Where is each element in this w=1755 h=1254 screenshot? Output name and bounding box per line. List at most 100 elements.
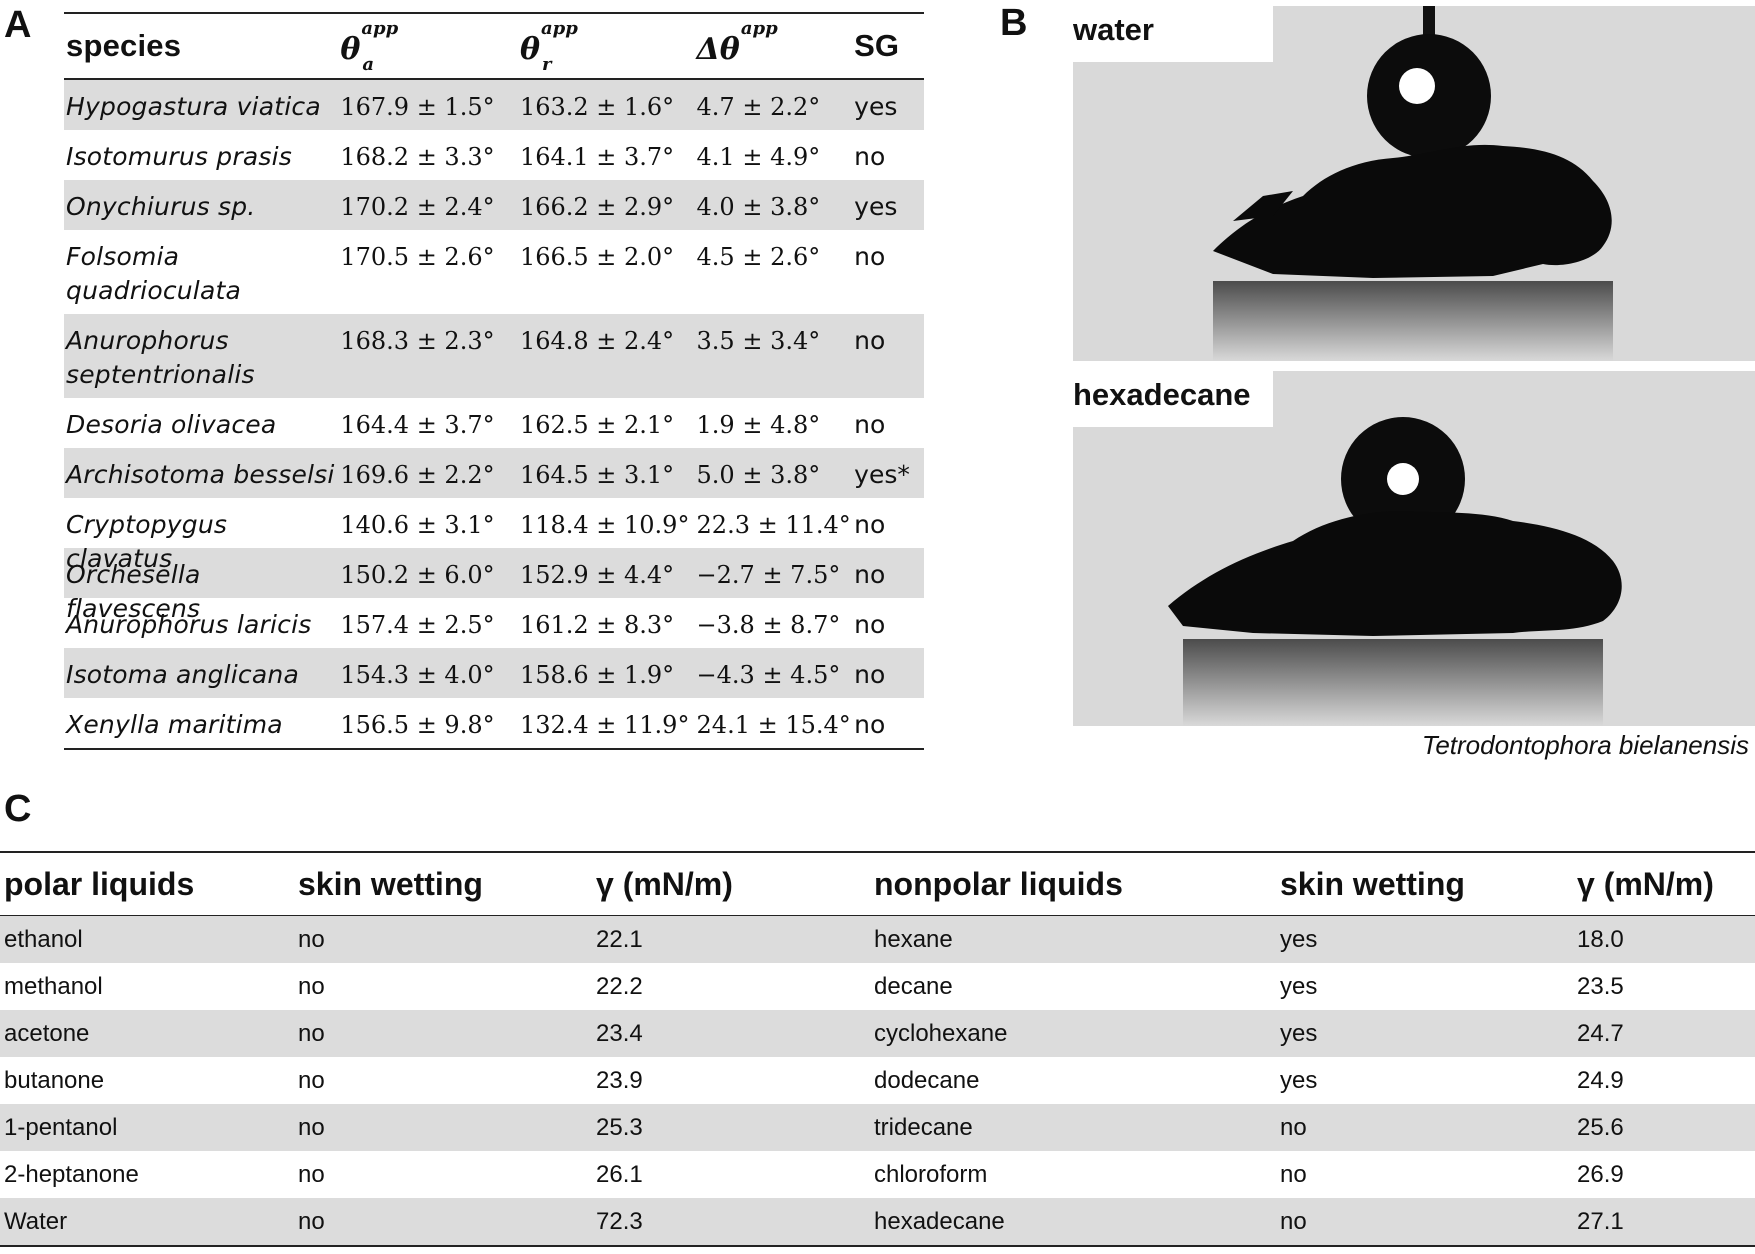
nonpolar-liquid-cell: decane — [874, 972, 953, 1000]
hysteresis-cell: 4.7 ± 2.2° — [696, 93, 821, 121]
receding-angle-cell: 166.5 ± 2.0° — [519, 243, 675, 271]
sg-cell: no — [854, 710, 886, 739]
receding-angle-cell: 158.6 ± 1.9° — [519, 661, 675, 689]
polar-wetting-cell: no — [298, 1160, 325, 1188]
hysteresis-cell: 22.3 ± 11.4° — [696, 511, 851, 539]
receding-angle-cell: 118.4 ± 10.9° — [519, 511, 690, 539]
species-cell: Cryptopygus clavatus — [66, 510, 228, 573]
sg-cell: no — [854, 142, 886, 171]
table-row: 1-pentanol no 25.3 tridecane no 25.6 — [0, 1104, 1755, 1151]
table-row: Xenylla maritima 156.5 ± 9.8° 132.4 ± 11.9… — [64, 698, 924, 748]
table-row: acetone no 23.4 cyclohexane yes 24.7 — [0, 1010, 1755, 1057]
table-row: Onychiurus sp. 170.2 ± 2.4° 166.2 ± 2.9° 4.… — [64, 180, 924, 230]
advancing-angle-cell: 140.6 ± 3.1° — [340, 511, 495, 539]
advancing-angle-cell: 157.4 ± 2.5° — [340, 611, 495, 639]
species-cell: Isotomurus prasis — [66, 142, 292, 171]
species-cell: Archisotoma besselsi — [66, 460, 335, 489]
nonpolar-liquid-cell: hexane — [874, 925, 953, 953]
receding-angle-cell: 164.5 ± 3.1° — [519, 461, 675, 489]
header-species: species — [66, 28, 182, 63]
species-cell: Orchesella flavescens — [66, 560, 201, 623]
species-cell: Anurophorus laricis — [66, 610, 312, 639]
table-a-bottom-rule — [64, 748, 924, 750]
polar-wetting-cell: no — [298, 1207, 325, 1235]
sg-cell: no — [854, 560, 886, 589]
nonpolar-gamma-cell: 25.6 — [1577, 1113, 1624, 1141]
header-sg: SG — [854, 28, 899, 63]
polar-gamma-cell: 23.9 — [596, 1066, 643, 1094]
receding-angle-cell: 161.2 ± 8.3° — [519, 611, 675, 639]
table-row: Desoria olivacea 164.4 ± 3.7° 162.5 ± 2.1°… — [64, 398, 924, 448]
polar-gamma-cell: 26.1 — [596, 1160, 643, 1188]
panel-letter-c: C — [4, 788, 32, 830]
advancing-angle-cell: 150.2 ± 6.0° — [340, 561, 495, 589]
hysteresis-cell: −4.3 ± 4.5° — [696, 661, 841, 689]
polar-liquid-cell: 1-pentanol — [4, 1113, 118, 1141]
table-row: 2-heptanone no 26.1 chloroform no 26.9 — [0, 1151, 1755, 1198]
nonpolar-gamma-cell: 18.0 — [1577, 925, 1624, 953]
receding-angle-cell: 164.1 ± 3.7° — [519, 143, 675, 171]
species-cell: Folsomia quadrioculata — [66, 242, 241, 305]
polar-wetting-cell: no — [298, 1113, 325, 1141]
hysteresis-cell: −2.7 ± 7.5° — [696, 561, 841, 589]
hysteresis-cell: −3.8 ± 8.7° — [696, 611, 841, 639]
hysteresis-cell: 4.5 ± 2.6° — [696, 243, 821, 271]
polar-gamma-cell: 23.4 — [596, 1019, 643, 1047]
advancing-angle-cell: 154.3 ± 4.0° — [340, 661, 495, 689]
advancing-angle-cell: 164.4 ± 3.7° — [340, 411, 495, 439]
polar-gamma-cell: 22.1 — [596, 925, 643, 953]
nonpolar-wetting-cell: yes — [1280, 925, 1318, 953]
nonpolar-gamma-cell: 23.5 — [1577, 972, 1624, 1000]
hysteresis-cell: 4.1 ± 4.9° — [696, 143, 821, 171]
nonpolar-gamma-cell: 24.9 — [1577, 1066, 1624, 1094]
table-row: ethanol no 22.1 hexane yes 18.0 — [0, 916, 1755, 963]
species-cell: Onychiurus sp. — [66, 192, 256, 221]
receding-angle-cell: 162.5 ± 2.1° — [519, 411, 675, 439]
nonpolar-liquid-cell: tridecane — [874, 1113, 973, 1141]
table-a-header: species θapp a θapp r Δθapp SG — [64, 14, 924, 80]
hysteresis-cell: 3.5 ± 3.4° — [696, 327, 821, 355]
species-caption: Tetrodontophora bielanensis — [1421, 730, 1749, 760]
polar-wetting-cell: no — [298, 925, 325, 953]
table-row: Water no 72.3 hexadecane no 27.1 — [0, 1198, 1755, 1245]
water-droplet-photo: water — [1073, 6, 1755, 361]
sg-cell: no — [854, 610, 886, 639]
polar-liquid-cell: butanone — [4, 1066, 105, 1094]
species-cell: Hypogastura viatica — [66, 92, 321, 121]
hexadecane-droplet-photo: hexadecane — [1073, 371, 1755, 726]
advancing-angle-cell: 167.9 ± 1.5° — [340, 93, 495, 121]
table-row: Cryptopygus clavatus 140.6 ± 3.1° 118.4 ± … — [64, 498, 924, 573]
hysteresis-cell: 4.0 ± 3.8° — [696, 193, 821, 221]
polar-liquid-cell: 2-heptanone — [4, 1160, 139, 1188]
polar-gamma-cell: 22.2 — [596, 972, 643, 1000]
receding-angle-cell: 132.4 ± 11.9° — [519, 711, 690, 739]
hysteresis-cell: 24.1 ± 15.4° — [696, 711, 851, 739]
receding-angle-cell: 164.8 ± 2.4° — [519, 327, 675, 355]
nonpolar-wetting-cell: no — [1280, 1207, 1307, 1235]
table-row: butanone no 23.9 dodecane yes 24.9 — [0, 1057, 1755, 1104]
sg-cell: no — [854, 326, 886, 355]
polar-liquid-cell: Water — [4, 1207, 68, 1235]
header-nonpolar-surface-tension: γ (mN/m) — [1577, 865, 1714, 902]
polar-wetting-cell: no — [298, 1019, 325, 1047]
nonpolar-liquid-cell: cyclohexane — [874, 1019, 1008, 1047]
species-cell: Desoria olivacea — [66, 410, 277, 439]
species-cell: Isotoma anglicana — [66, 660, 299, 689]
nonpolar-gamma-cell: 26.9 — [1577, 1160, 1624, 1188]
polar-liquid-cell: ethanol — [4, 925, 83, 953]
header-nonpolar-skin-wetting: skin wetting — [1280, 865, 1465, 902]
sg-cell: yes — [854, 92, 898, 121]
nonpolar-wetting-cell: yes — [1280, 1019, 1318, 1047]
header-polar-liquids: polar liquids — [4, 865, 195, 902]
header-polar-surface-tension: γ (mN/m) — [596, 865, 733, 902]
hexadecane-label: hexadecane — [1073, 371, 1273, 427]
table-row: Anurophorus septentrionalis 168.3 ± 2.3° 1… — [64, 314, 924, 398]
nonpolar-wetting-cell: no — [1280, 1160, 1307, 1188]
advancing-angle-cell: 168.2 ± 3.3° — [340, 143, 495, 171]
water-droplet-image — [1073, 6, 1755, 361]
sg-cell: no — [854, 410, 886, 439]
table-row: Isotoma anglicana 154.3 ± 4.0° 158.6 ± 1.9… — [64, 648, 924, 698]
sg-cell: no — [854, 510, 886, 539]
table-row: Hypogastura viatica 167.9 ± 1.5° 163.2 ± 1… — [64, 80, 924, 130]
advancing-angle-cell: 170.5 ± 2.6° — [340, 243, 495, 271]
